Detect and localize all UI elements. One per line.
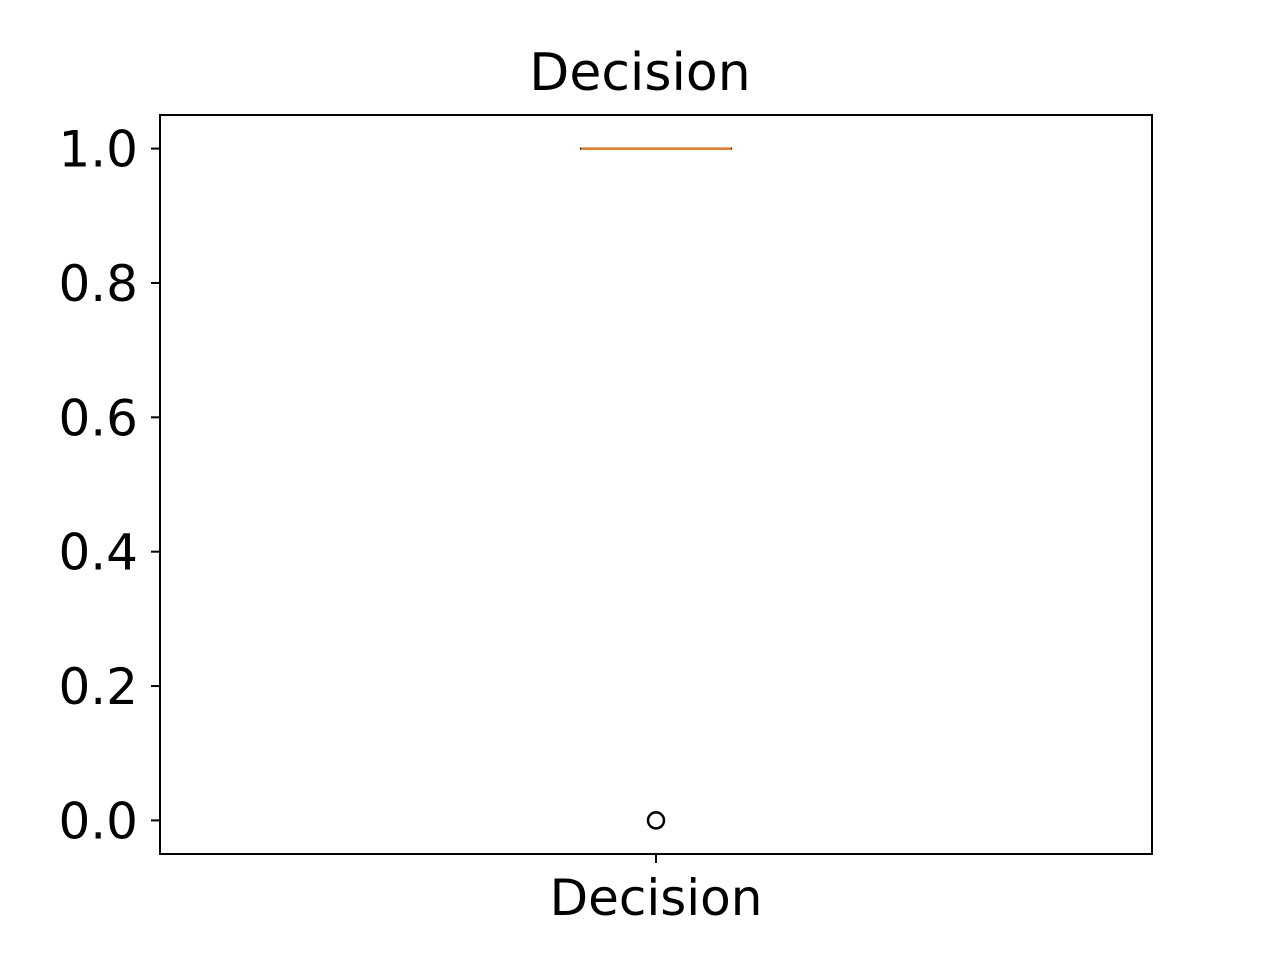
y-tick-label: 0.4 xyxy=(58,524,138,582)
x-axis: Decision xyxy=(550,854,763,927)
outlier-point xyxy=(646,811,666,830)
y-tick-label: 0.2 xyxy=(58,658,138,716)
y-tick-label: 0.0 xyxy=(58,792,138,850)
plot-marks xyxy=(580,147,732,830)
y-tick-label: 0.6 xyxy=(58,389,138,447)
y-tick-label: 0.8 xyxy=(58,255,138,313)
plot-frame xyxy=(159,114,1153,855)
y-tick-label: 1.0 xyxy=(58,121,138,179)
y-axis: 0.0 0.2 0.4 0.6 0.8 1.0 xyxy=(58,121,160,850)
chart-title: Decision xyxy=(529,43,750,103)
x-tick-label: Decision xyxy=(550,869,763,927)
